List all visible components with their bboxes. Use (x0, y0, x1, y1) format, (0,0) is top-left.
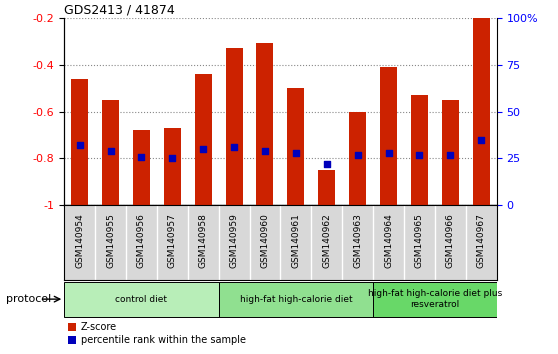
Bar (164, 128, 181, 205)
Bar (442, 100, 459, 205)
Point (168, 155, 177, 161)
Bar (318, 170, 335, 205)
Text: control diet: control diet (116, 295, 167, 304)
Point (323, 161, 331, 167)
Text: GSM140967: GSM140967 (477, 213, 485, 268)
Point (199, 146, 208, 152)
Text: GSM140954: GSM140954 (75, 213, 84, 268)
Text: GSM140958: GSM140958 (199, 213, 208, 268)
Point (477, 137, 485, 142)
FancyBboxPatch shape (64, 282, 219, 316)
Text: GSM140960: GSM140960 (261, 213, 270, 268)
Text: GSM140965: GSM140965 (415, 213, 424, 268)
Text: GSM140966: GSM140966 (446, 213, 455, 268)
Bar (349, 112, 366, 205)
Text: GSM140963: GSM140963 (353, 213, 362, 268)
Bar (473, 11, 490, 205)
Bar (195, 74, 211, 205)
Bar (411, 95, 428, 205)
FancyBboxPatch shape (219, 282, 373, 316)
Text: high-fat high-calorie diet: high-fat high-calorie diet (239, 295, 352, 304)
Bar (225, 48, 243, 205)
Bar (287, 88, 304, 205)
Text: GSM140955: GSM140955 (106, 213, 115, 268)
Point (384, 150, 393, 156)
Text: GSM140956: GSM140956 (137, 213, 146, 268)
Text: GSM140964: GSM140964 (384, 213, 393, 268)
Legend: Z-score, percentile rank within the sample: Z-score, percentile rank within the samp… (64, 319, 249, 349)
Text: GSM140961: GSM140961 (291, 213, 300, 268)
FancyBboxPatch shape (373, 282, 497, 316)
Bar (380, 67, 397, 205)
Point (229, 144, 238, 150)
Point (75, 142, 84, 148)
Bar (257, 44, 273, 205)
Bar (102, 100, 119, 205)
Text: GSM140959: GSM140959 (229, 213, 239, 268)
Text: high-fat high-calorie diet plus
resveratrol: high-fat high-calorie diet plus resverat… (368, 290, 502, 309)
Point (415, 152, 424, 158)
Point (137, 154, 146, 159)
Point (261, 148, 270, 154)
Point (106, 148, 115, 154)
Bar (71, 79, 88, 205)
Point (291, 150, 300, 156)
Point (446, 152, 455, 158)
Text: protocol: protocol (6, 294, 51, 304)
Point (353, 152, 362, 158)
Text: GSM140962: GSM140962 (322, 213, 331, 268)
Bar (133, 130, 150, 205)
Text: GSM140957: GSM140957 (168, 213, 177, 268)
Text: GDS2413 / 41874: GDS2413 / 41874 (64, 4, 175, 17)
